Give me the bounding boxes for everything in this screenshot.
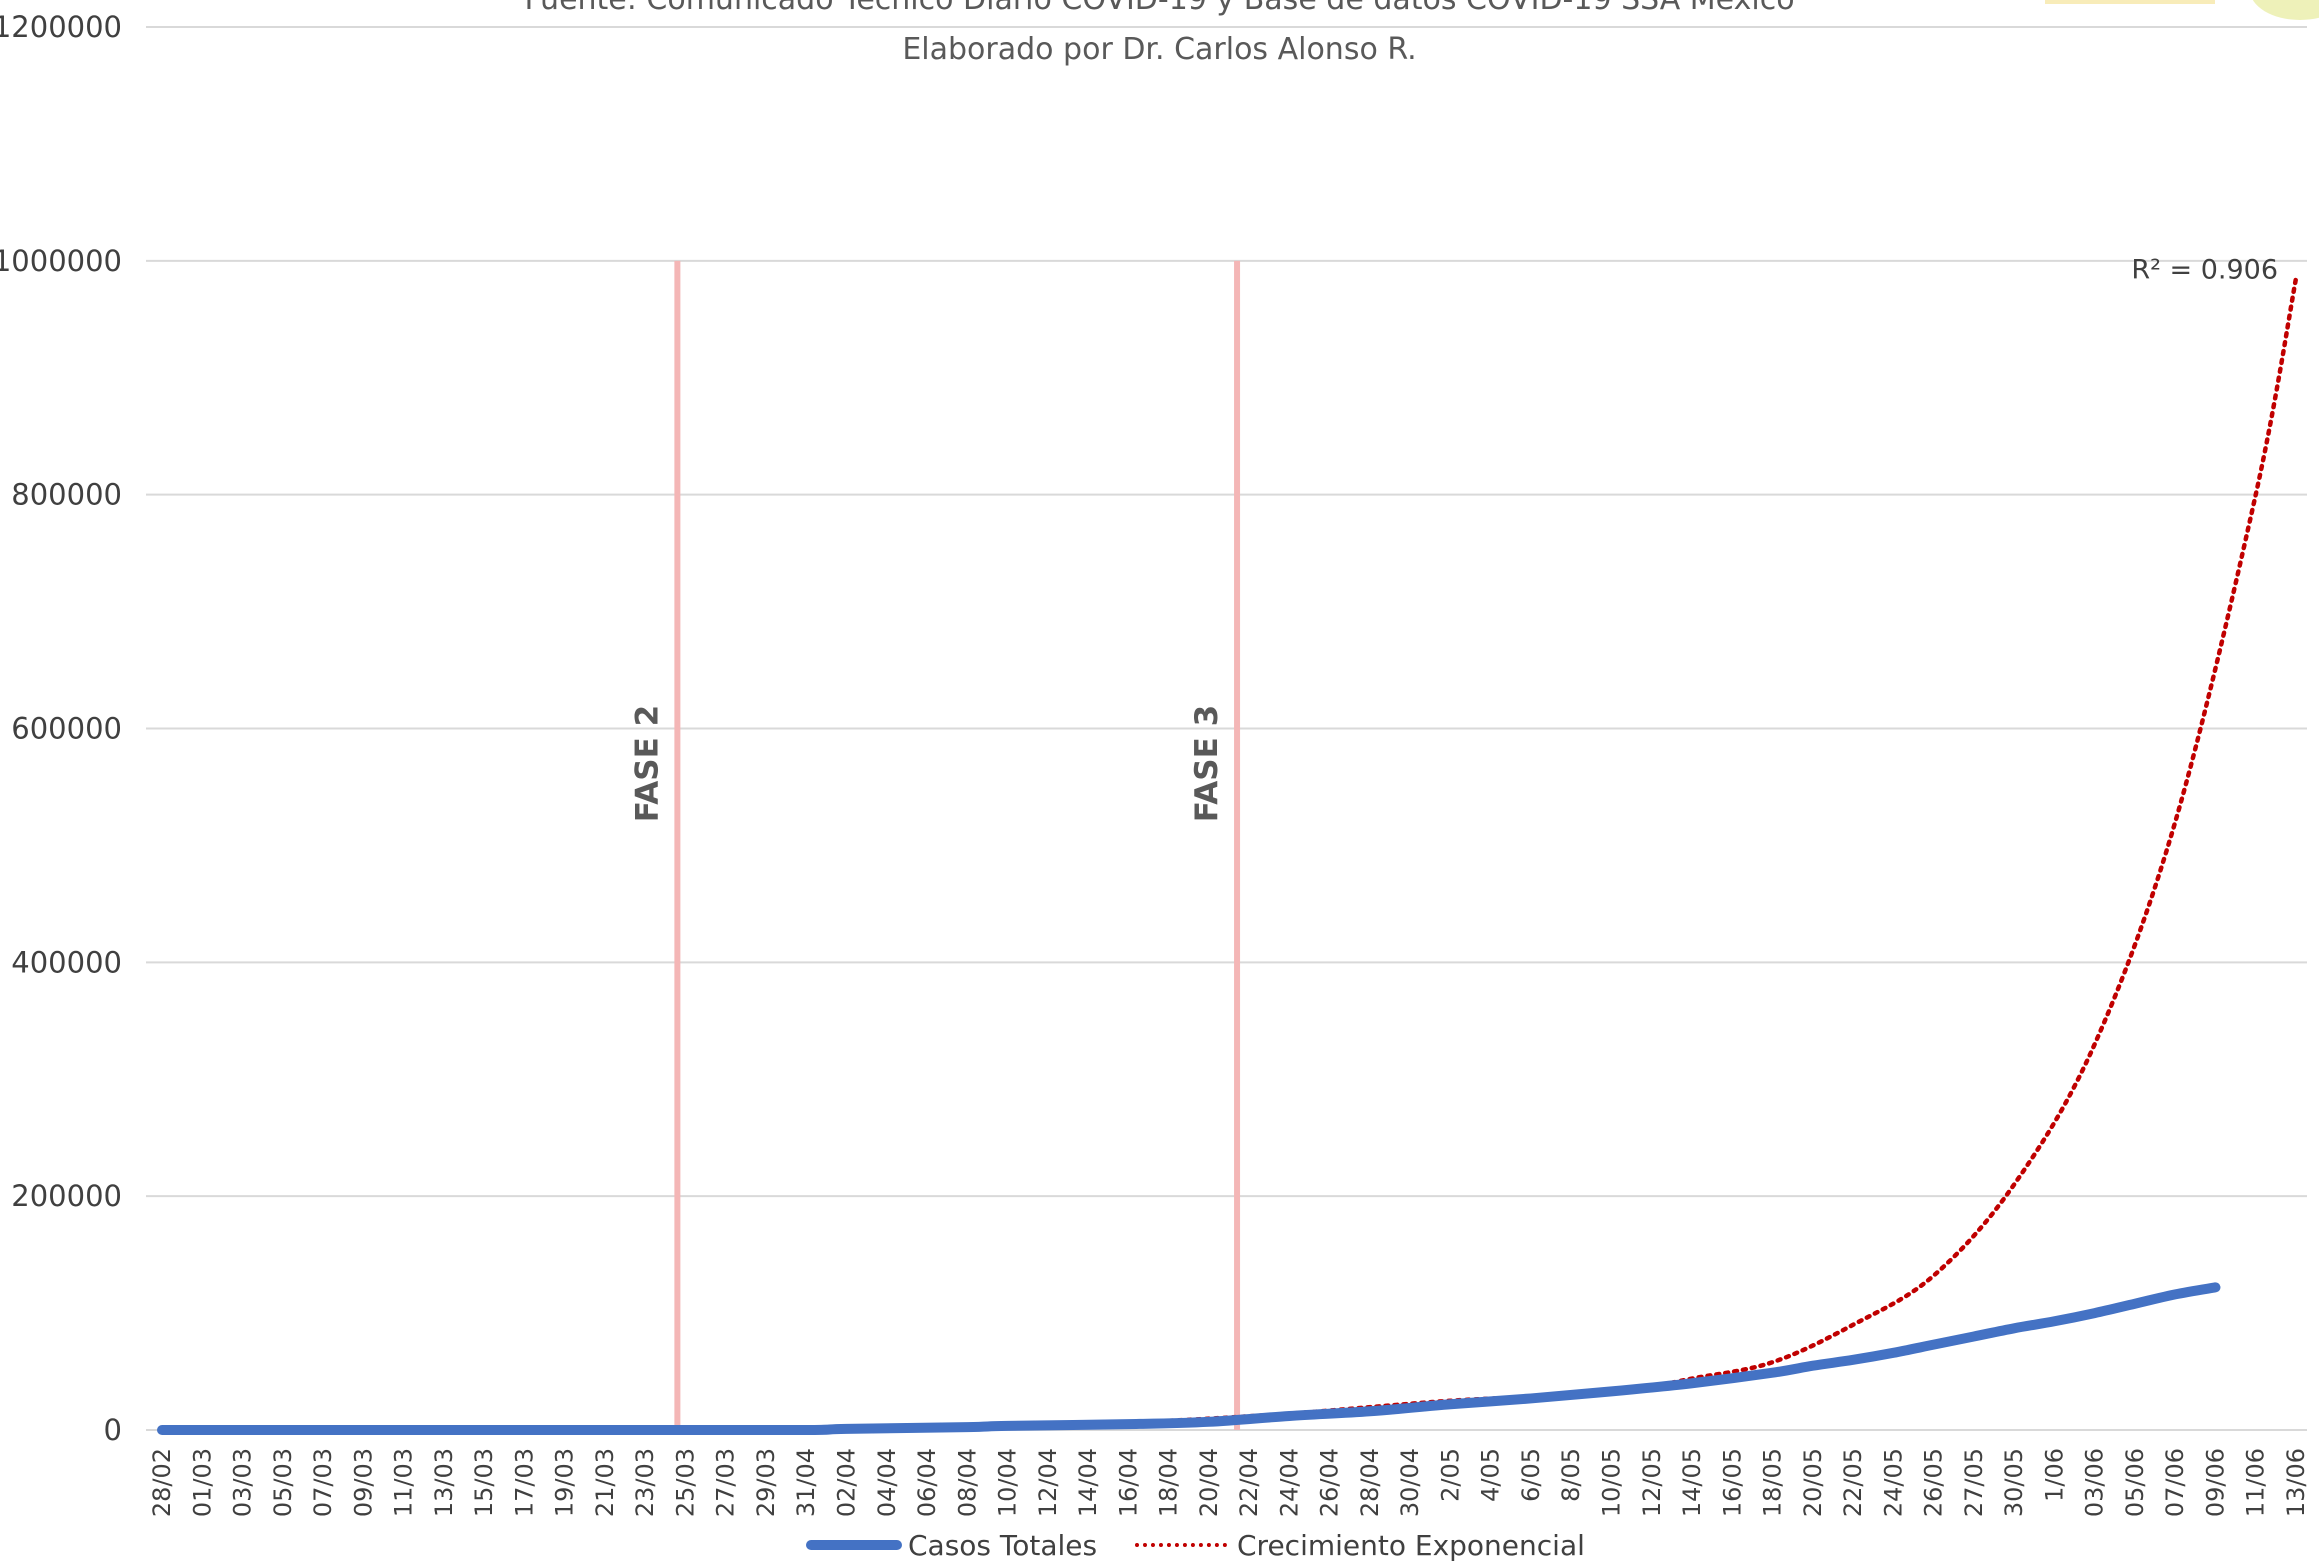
x-tick-label: 09/03 (349, 1448, 377, 1517)
y-tick-label: 400000 (11, 945, 122, 979)
series-lines (157, 276, 2299, 1436)
x-tick-label: 22/04 (1235, 1448, 1263, 1517)
trend-line-crecimiento-exponencial (159, 276, 2299, 1433)
x-tick-label: 09/06 (2201, 1448, 2229, 1517)
x-tick-label: 07/03 (309, 1448, 337, 1517)
r-squared-label: R² = 0.906 (2131, 254, 2278, 285)
x-tick-label: 12/05 (1638, 1448, 1666, 1517)
legend-crecimiento-label: Crecimiento Exponencial (1237, 1528, 1585, 1562)
x-tick-label: 15/03 (470, 1448, 498, 1517)
x-tick-label: 13/03 (430, 1448, 458, 1517)
x-tick-label: 2/05 (1436, 1448, 1464, 1502)
x-tick-label: 4/05 (1477, 1448, 1505, 1502)
x-tick-label: 11/06 (2242, 1448, 2270, 1517)
x-tick-label: 30/05 (2000, 1448, 2028, 1517)
legend-crecimiento-swatch (1135, 1543, 1227, 1547)
x-tick-label: 19/03 (551, 1448, 579, 1517)
x-tick-label: 1/06 (2040, 1448, 2068, 1502)
x-tick-label: 26/04 (1316, 1448, 1344, 1517)
x-tick-label: 30/04 (1396, 1448, 1424, 1517)
x-tick-label: 20/05 (1799, 1448, 1827, 1517)
x-tick-label: 8/05 (1557, 1448, 1585, 1502)
series-line-casos-totales (157, 1282, 2221, 1436)
x-tick-label: 27/03 (712, 1448, 740, 1517)
x-tick-label: 24/05 (1879, 1448, 1907, 1517)
chart-source-line: Fuente: Comunicado Técnico Diario COVID-… (0, 0, 2319, 17)
legend-casos: Casos Totales (806, 1528, 1097, 1562)
x-tick-label: 03/06 (2081, 1448, 2109, 1517)
x-tick-label: 02/04 (832, 1448, 860, 1517)
phase-label: FASE 2 (629, 705, 665, 822)
x-tick-label: 22/05 (1839, 1448, 1867, 1517)
x-tick-label: 16/05 (1718, 1448, 1746, 1517)
y-tick-label: 0 (104, 1413, 122, 1447)
x-tick-label: 05/06 (2121, 1448, 2149, 1517)
x-tick-label: 01/03 (188, 1448, 216, 1517)
x-tick-label: 12/04 (1034, 1448, 1062, 1517)
x-tick-label: 18/05 (1759, 1448, 1787, 1517)
x-tick-label: 28/04 (1356, 1448, 1384, 1517)
x-tick-label: 10/05 (1598, 1448, 1626, 1517)
x-tick-label: 14/05 (1678, 1448, 1706, 1517)
y-tick-label: 600000 (11, 712, 122, 746)
corner-logo-stripe (2045, 0, 2215, 4)
phase-markers (674, 260, 1241, 1430)
grid-lines (146, 26, 2307, 1431)
y-tick-label: 200000 (11, 1179, 122, 1213)
x-tick-label: 23/03 (631, 1448, 659, 1517)
legend-crecimiento: Crecimiento Exponencial (1135, 1528, 1585, 1562)
x-tick-label: 21/03 (591, 1448, 619, 1517)
x-tick-label: 14/04 (1074, 1448, 1102, 1517)
legend-casos-swatch (806, 1540, 902, 1550)
x-tick-label: 26/05 (1920, 1448, 1948, 1517)
y-tick-label: 1000000 (0, 244, 122, 278)
phase-label: FASE 3 (1189, 705, 1225, 822)
x-tick-label: 27/05 (1960, 1448, 1988, 1517)
x-tick-label: 05/03 (269, 1448, 297, 1517)
x-tick-label: 18/04 (1155, 1448, 1183, 1517)
annotations: FASE 2 FASE 3 R² = 0.906 (629, 254, 2278, 822)
x-tick-label: 06/04 (913, 1448, 941, 1517)
x-tick-label: 6/05 (1517, 1448, 1545, 1502)
y-tick-label: 800000 (11, 478, 122, 512)
x-tick-label: 28/02 (148, 1448, 176, 1517)
x-axis-ticks: 28/02 01/03 03/03 05/03 07/03 09/03 11/03 13/03… (148, 1448, 2310, 1517)
x-tick-label: 20/04 (1195, 1448, 1223, 1517)
x-tick-label: 25/03 (671, 1448, 699, 1517)
x-tick-label: 31/04 (792, 1448, 820, 1517)
x-tick-label: 03/03 (229, 1448, 257, 1517)
x-tick-label: 16/04 (1114, 1448, 1142, 1517)
legend-casos-label: Casos Totales (908, 1528, 1098, 1562)
x-tick-label: 29/03 (752, 1448, 780, 1517)
y-axis-ticks: 0 200000 400000 600000 800000 1000000 1200000 (0, 10, 122, 1447)
y-tick-label: 1200000 (0, 10, 122, 44)
x-tick-label: 11/03 (390, 1448, 418, 1517)
x-tick-label: 04/04 (873, 1448, 901, 1517)
x-tick-label: 13/06 (2282, 1448, 2310, 1517)
x-tick-label: 24/04 (1275, 1448, 1303, 1517)
x-tick-label: 07/06 (2161, 1448, 2189, 1517)
x-tick-label: 10/04 (994, 1448, 1022, 1517)
x-tick-label: 17/03 (510, 1448, 538, 1517)
x-tick-label: 08/04 (953, 1448, 981, 1517)
chart-author-line: Elaborado por Dr. Carlos Alonso R. (902, 32, 1417, 67)
